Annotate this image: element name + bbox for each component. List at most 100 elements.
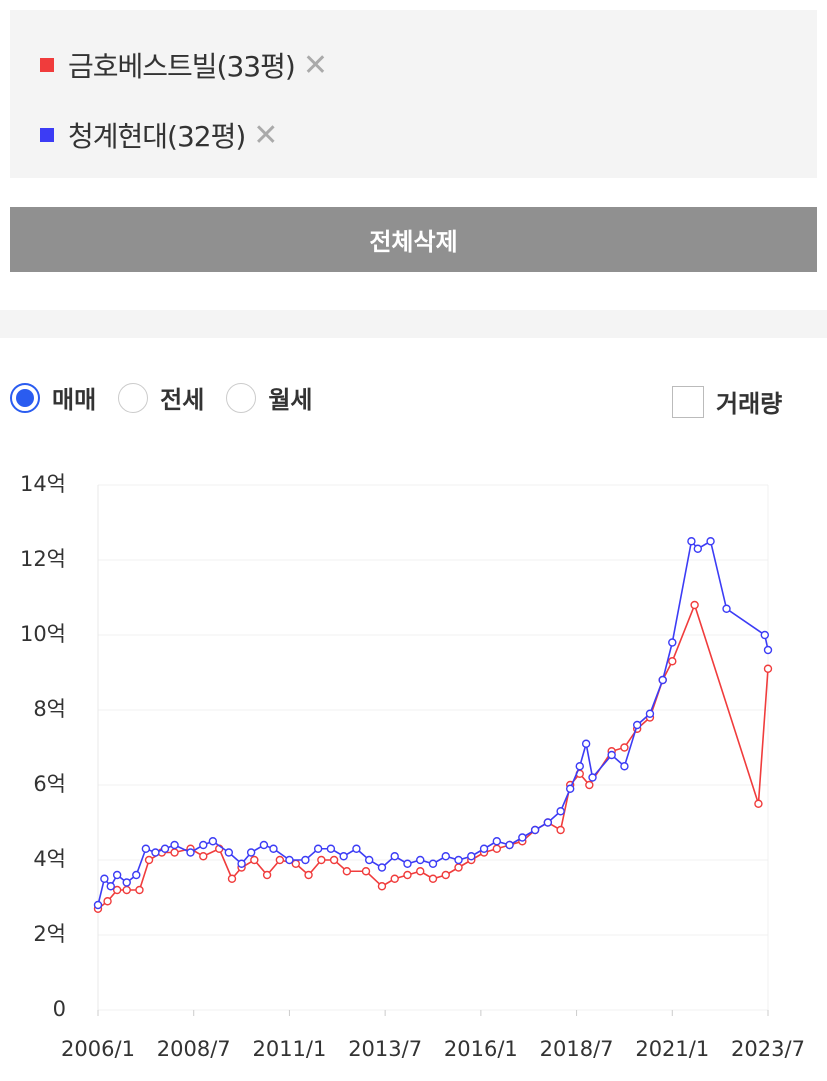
data-point xyxy=(585,780,594,790)
data-point xyxy=(199,840,208,850)
data-point xyxy=(492,837,502,846)
data-point xyxy=(250,855,259,865)
remove-button[interactable]: ✕ xyxy=(302,47,328,83)
data-point xyxy=(227,874,237,883)
radio-option[interactable]: 월세 xyxy=(226,380,313,415)
data-point xyxy=(763,645,773,655)
data-point xyxy=(352,844,361,853)
data-point xyxy=(390,852,399,861)
data-point xyxy=(329,855,339,865)
data-point xyxy=(112,870,122,880)
data-point xyxy=(259,840,269,850)
x-tick-label: 2018/7 xyxy=(540,1037,614,1061)
radio-label: 매매 xyxy=(52,386,97,414)
x-tick-label: 2011/1 xyxy=(252,1037,326,1061)
data-point xyxy=(441,852,450,861)
data-point xyxy=(100,874,109,883)
data-point xyxy=(304,870,313,880)
radio[interactable] xyxy=(118,382,149,413)
data-point xyxy=(106,882,115,891)
data-point xyxy=(170,848,179,857)
data-point xyxy=(722,604,731,613)
data-point xyxy=(377,882,387,891)
data-point xyxy=(237,859,246,868)
x-tick-label: 2021/1 xyxy=(635,1037,709,1061)
y-tick-label: 2억 xyxy=(33,922,66,946)
data-point xyxy=(454,863,463,872)
series-line xyxy=(97,539,769,906)
chart: 0 2억 4억 6억 8억 10억 12억 14억 2006/1 2008/7 2011/1 2013… xyxy=(20,472,805,1061)
data-point xyxy=(543,818,553,827)
item-name: 청계현대(32평) xyxy=(68,120,246,153)
data-point xyxy=(632,720,642,730)
data-point xyxy=(760,630,770,640)
x-tick-label: 2013/7 xyxy=(348,1037,422,1061)
data-point xyxy=(285,855,294,865)
clear-all-button[interactable]: 전체삭제 xyxy=(10,207,817,272)
selected-item: 금호베스트빌(33평) ✕ xyxy=(40,45,328,85)
data-point xyxy=(269,844,278,853)
radio-label: 전세 xyxy=(160,386,205,414)
data-point xyxy=(301,855,310,865)
volume-toggle[interactable]: 거래량 xyxy=(672,384,782,419)
data-point xyxy=(690,600,699,610)
x-tick-label: 2008/7 xyxy=(157,1037,231,1061)
data-point xyxy=(246,848,256,857)
legend-swatch xyxy=(40,58,54,72)
radio[interactable] xyxy=(10,382,40,413)
data-point xyxy=(186,848,195,857)
selection-box xyxy=(10,10,817,178)
data-point xyxy=(377,863,387,872)
data-point xyxy=(530,825,540,835)
data-point xyxy=(668,657,677,666)
data-point xyxy=(144,855,154,865)
data-point xyxy=(588,773,597,782)
data-point xyxy=(668,638,677,647)
data-point xyxy=(416,867,425,876)
data-point xyxy=(403,870,412,880)
item-name: 금호베스트빌(33평) xyxy=(68,50,296,83)
data-point xyxy=(342,867,352,876)
data-point xyxy=(505,840,514,850)
data-point xyxy=(658,675,667,685)
data-point xyxy=(645,709,655,718)
data-point xyxy=(556,807,565,816)
data-point xyxy=(122,878,131,887)
legend-swatch xyxy=(40,128,54,142)
radio-option[interactable]: 매매 xyxy=(10,380,96,415)
data-point xyxy=(199,852,208,861)
x-tick-label: 2016/1 xyxy=(444,1037,518,1061)
x-tick-label: 2006/1 xyxy=(61,1037,135,1061)
data-point xyxy=(763,664,773,673)
data-point xyxy=(479,844,489,853)
data-point xyxy=(122,885,131,895)
data-point xyxy=(441,870,450,880)
data-point xyxy=(112,885,122,895)
data-point xyxy=(518,833,527,842)
checkbox[interactable] xyxy=(672,385,704,418)
volume-label: 거래량 xyxy=(716,390,783,418)
remove-button[interactable]: ✕ xyxy=(253,117,278,153)
data-point xyxy=(754,799,763,808)
y-tick-label: 6억 xyxy=(33,772,66,796)
data-point xyxy=(275,855,285,865)
data-point xyxy=(317,855,326,865)
data-point xyxy=(160,844,170,853)
trade-type-options: 매매 전세 월세 xyxy=(10,380,335,415)
y-tick-label: 4억 xyxy=(33,847,66,871)
data-point xyxy=(224,848,234,857)
separator xyxy=(0,310,827,338)
data-point xyxy=(575,762,584,771)
data-point xyxy=(103,897,112,906)
data-point xyxy=(262,870,272,880)
radio-label: 월세 xyxy=(268,386,313,414)
data-point xyxy=(364,855,374,865)
data-point xyxy=(416,855,425,865)
data-point xyxy=(428,874,438,883)
data-point xyxy=(620,762,629,771)
y-tick-label: 10억 xyxy=(20,622,66,646)
radio[interactable] xyxy=(226,382,257,413)
radio-option[interactable]: 전세 xyxy=(118,380,204,415)
selected-item: 청계현대(32평) ✕ xyxy=(40,115,278,155)
